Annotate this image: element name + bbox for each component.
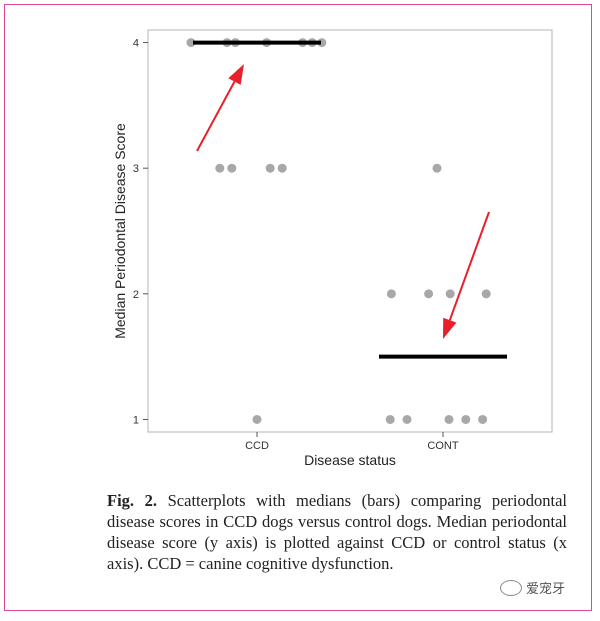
annotation-arrow (196, 64, 244, 152)
data-point (277, 163, 287, 173)
scatter-chart: 1 2 3 4 CCD CONT Median Periodontal Disease … (112, 29, 553, 468)
y-axis-label: Median Periodontal Disease Score (112, 123, 128, 339)
x-tick-label: CONT (427, 440, 458, 452)
data-point (445, 289, 455, 299)
data-point (478, 414, 488, 424)
y-tick-label: 4 (133, 38, 139, 50)
caption-text: Scatterplots with medians (bars) compari… (107, 491, 568, 573)
figure-caption: Fig. 2. Scatterplots with medians (bars)… (107, 490, 567, 574)
x-axis-label: Disease status (304, 452, 396, 468)
plot-panel (147, 29, 553, 433)
data-point (424, 289, 434, 299)
y-tick-label: 3 (133, 163, 139, 175)
data-point (386, 289, 396, 299)
data-point (227, 163, 237, 173)
data-point (186, 38, 196, 48)
x-tick-label: CCD (245, 440, 269, 452)
data-point (385, 414, 395, 424)
y-tick-label: 1 (133, 414, 139, 426)
annotation-arrow (443, 211, 490, 339)
y-tick-label: 2 (133, 289, 139, 301)
data-point (481, 289, 491, 299)
wechat-logo-icon (500, 579, 522, 596)
data-point (461, 414, 471, 424)
data-point (432, 163, 442, 173)
data-point (265, 163, 275, 173)
data-point (317, 38, 327, 48)
data-point (215, 163, 225, 173)
caption-label: Fig. 2. (107, 491, 158, 510)
figure-frame (4, 4, 592, 611)
watermark-text: 爱宠牙 (526, 582, 566, 597)
data-point (402, 414, 412, 424)
watermark: 爱宠牙 (500, 578, 565, 597)
data-point (252, 414, 262, 424)
data-point (444, 414, 454, 424)
